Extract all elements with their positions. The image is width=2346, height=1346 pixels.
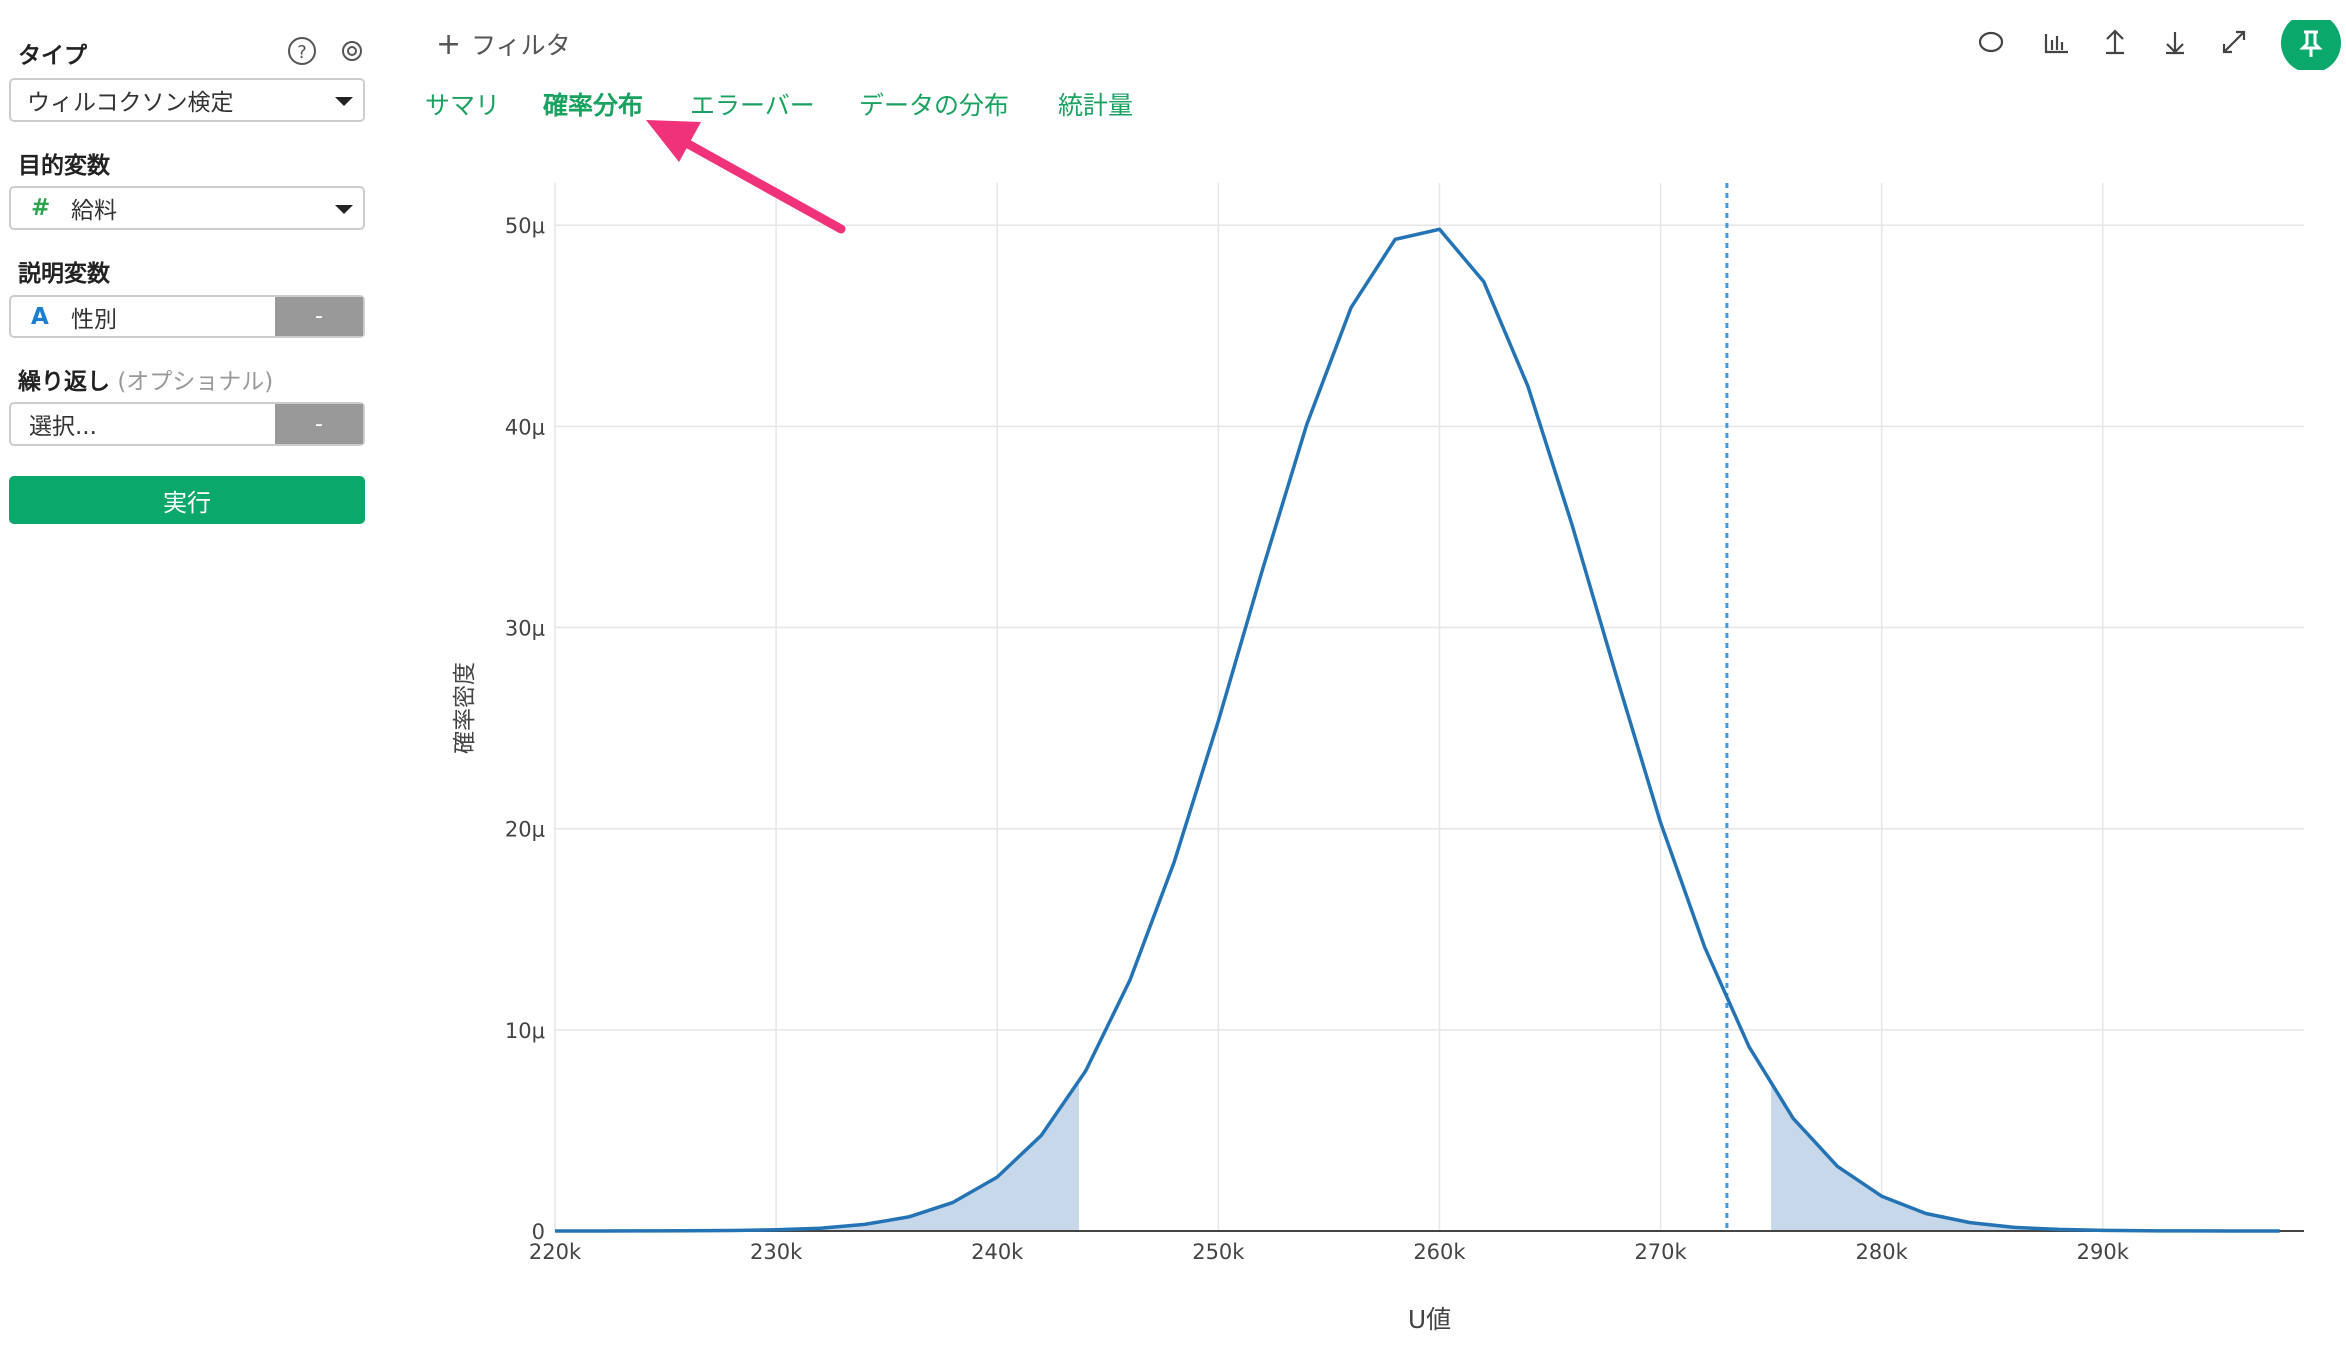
x-tick-label: 250k — [1192, 1240, 1245, 1264]
y-tick-label: 30μ — [505, 617, 545, 641]
svg-text:?: ? — [297, 42, 307, 63]
y-tick-label: 0 — [532, 1220, 545, 1244]
filter-button[interactable]: + フィルタ — [436, 26, 571, 62]
filter-label: フィルタ — [471, 31, 571, 60]
y-tick-label: 40μ — [505, 415, 545, 439]
download-icon[interactable] — [2166, 32, 2184, 55]
run-button[interactable]: 実行 — [9, 476, 365, 524]
number-icon: # — [31, 195, 51, 221]
explanatory-value: 性別 — [71, 306, 117, 333]
repeat-select[interactable]: 選択... - — [9, 402, 365, 446]
explanatory-label: 説明変数 — [18, 261, 110, 287]
repeat-row: 繰り返し (オプショナル) — [18, 362, 273, 396]
x-tick-label: 230k — [750, 1240, 803, 1264]
caret — [335, 205, 353, 214]
x-tick-label: 240k — [971, 1240, 1024, 1264]
toolbar-icons — [1978, 20, 2341, 70]
x-axis-title: U値 — [1408, 1305, 1451, 1334]
target-value: 給料 — [71, 198, 117, 224]
repeat-label: 繰り返し — [18, 369, 110, 395]
tab[interactable]: サマリ — [425, 91, 501, 120]
remove-button[interactable]: - — [275, 297, 363, 336]
pin-icon — [2299, 30, 2323, 57]
caret — [335, 97, 353, 106]
remove-button[interactable]: - — [275, 404, 363, 444]
tab[interactable]: エラーバー — [690, 91, 815, 120]
type-value: ウィルコクソン検定 — [27, 90, 234, 116]
text-icon: A — [31, 303, 49, 330]
y-axis-title: 確率密度 — [452, 662, 478, 754]
tab[interactable]: 統計量 — [1058, 91, 1134, 120]
y-tick-label: 20μ — [505, 818, 545, 842]
repeat-placeholder: 選択... — [29, 414, 97, 440]
x-tick-label: 290k — [2077, 1240, 2130, 1264]
target-label: 目的変数 — [18, 153, 110, 179]
plus-icon: + — [436, 27, 462, 62]
type-label: タイプ — [18, 43, 87, 69]
x-tick-label: 270k — [1634, 1240, 1687, 1264]
explanatory-select[interactable]: A 性別 - — [9, 295, 365, 338]
tab[interactable]: データの分布 — [859, 91, 1010, 120]
upload-icon[interactable] — [2106, 29, 2124, 55]
comment-icon[interactable] — [1978, 31, 2004, 53]
x-tick-label: 280k — [1856, 1240, 1909, 1264]
x-tick-label: 220k — [529, 1240, 582, 1264]
x-tick-label: 260k — [1413, 1240, 1466, 1264]
chart-icon[interactable] — [2044, 34, 2068, 54]
help-settings-icons[interactable]: ? — [286, 34, 376, 68]
target-select[interactable]: # 給料 — [9, 186, 365, 230]
tail-area — [555, 229, 2280, 1231]
annotation-arrow — [667, 130, 846, 234]
tab[interactable]: 確率分布 — [543, 91, 644, 120]
y-tick-label: 10μ — [505, 1019, 545, 1043]
type-select[interactable]: ウィルコクソン検定 — [9, 78, 365, 122]
repeat-optional: (オプショナル) — [117, 369, 274, 395]
annotation-arrow-head — [646, 120, 701, 162]
density-curve — [555, 227, 2280, 1233]
expand-icon[interactable] — [2222, 30, 2246, 54]
pin-button[interactable] — [2281, 20, 2341, 70]
y-tick-label: 50μ — [505, 214, 545, 238]
